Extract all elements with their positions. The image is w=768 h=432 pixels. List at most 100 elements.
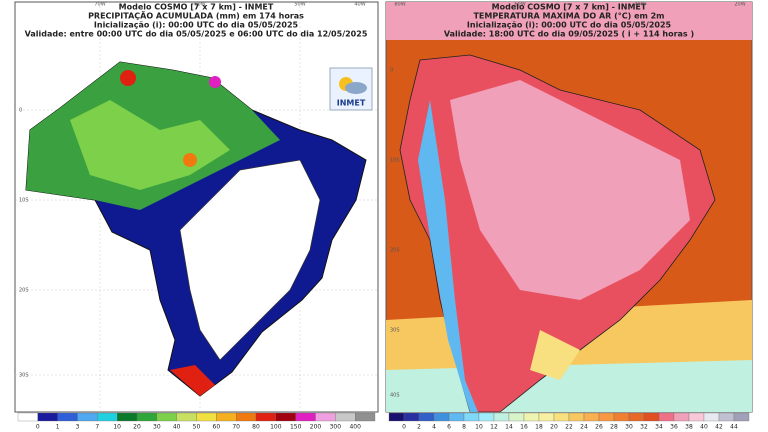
legend-label: 200 [310,424,322,431]
lon-label: 70W [94,2,105,8]
lon-label: 40W [634,2,645,8]
rain-magenta [209,76,221,88]
legend-label: 8 [462,424,466,431]
title-line: Validade: 18:00 UTC do dia 09/05/2025 ( … [444,30,694,39]
hot-interior [450,80,690,300]
title-line: PRECIPITAÇÃO ACUMULADA (mm) em 174 horas [88,11,304,21]
lat-label: 0 [19,108,22,114]
title-line: Inicialização (i): 00:00 UTC do dia 05/0… [94,21,299,30]
temp-panel [385,1,753,413]
legend-swatch [538,412,555,422]
lat-label: 20S [19,288,29,294]
legend-swatch [216,412,237,422]
lon-label: 50W [294,2,305,8]
legend-swatch [508,412,525,422]
legend-swatch [37,412,58,422]
legend-label: 0 [402,424,406,431]
legend-label: 34 [655,424,663,431]
legend-label: 100 [270,424,282,431]
lon-label: 20W [734,2,745,8]
legend-swatch [17,412,38,422]
legend-swatch [196,412,217,422]
legend-label: 22 [565,424,573,431]
legend-swatch [418,412,435,422]
legend-swatch [673,412,690,422]
legend-swatch [403,412,420,422]
legend-swatch [275,412,296,422]
legend-label: 10 [113,424,121,431]
legend-swatch [136,412,157,422]
legend-label: 20 [133,424,141,431]
title-line: TEMPERATURA MAXIMA DO AR (°C) em 2m [473,12,664,21]
rain-light-green [70,100,230,190]
dry-region [179,159,321,361]
legend-swatch [628,412,645,422]
legend-label: 7 [95,424,99,431]
title-line: Modelo COSMO [7 x 7 km] - INMET [119,3,274,12]
legend-swatch [433,412,450,422]
legend-label: 1 [56,424,60,431]
legend-swatch [478,412,495,422]
lon-label: 60W [514,2,525,8]
legend-label: 20 [550,424,558,431]
legend-label: 38 [685,424,693,431]
legend-swatch [523,412,540,422]
legend-swatch [568,412,585,422]
logo-text: INMET [337,99,366,108]
lon-label: 40W [354,2,365,8]
title-line: Validade: entre 00:00 UTC do dia 05/05/2… [25,30,368,39]
legend-swatch [643,412,660,422]
legend-label: 50 [193,424,201,431]
legend-swatch [315,412,336,422]
legend-label: 150 [290,424,302,431]
lat-label: 0 [390,68,393,74]
rain-orange [183,153,197,167]
legend-swatch [688,412,705,422]
legend-label: 36 [670,424,678,431]
legend-swatch [448,412,465,422]
title-line: Inicialização (i): 00:00 UTC do dia 05/0… [467,21,672,30]
legend-swatch [553,412,570,422]
legend-swatch [355,412,376,422]
lon-label: 80W [394,2,405,8]
legend-swatch [295,412,316,422]
andes-cold [418,100,478,412]
legend-label: 32 [640,424,648,431]
title-line: Modelo COSMO [7 x 7 km] - INMET [492,3,647,12]
rain-red [120,70,136,86]
legend-label: 30 [625,424,633,431]
legend-label: 40 [700,424,708,431]
legend-label: 4 [432,424,436,431]
legend-swatch [236,412,257,422]
legend-swatch [658,412,675,422]
legend-swatch [57,412,78,422]
legend-label: 80 [252,424,260,431]
legend-swatch [463,412,480,422]
legend-label: 10 [475,424,483,431]
south-cool [530,330,580,380]
legend-label: 14 [505,424,513,431]
legend-label: 6 [447,424,451,431]
legend-swatch [335,412,356,422]
lat-label: 20S [390,248,400,254]
legend-label: 26 [595,424,603,431]
legend-swatch [117,412,138,422]
legend-label: 70 [232,424,240,431]
lon-label: 60W [194,2,205,8]
legend-swatch [613,412,630,422]
legend-label: 44 [730,424,738,431]
legend-swatch [77,412,98,422]
legend-label: 60 [213,424,221,431]
legend-label: 40 [173,424,181,431]
legend-label: 18 [535,424,543,431]
legend-swatch [97,412,118,422]
logo-cloud [345,82,367,94]
legend-label: 400 [349,424,361,431]
legend-swatch [388,412,405,422]
lat-label: 30S [390,328,400,334]
legend-swatch [176,412,197,422]
legend-label: 30 [153,424,161,431]
legend-swatch [583,412,600,422]
